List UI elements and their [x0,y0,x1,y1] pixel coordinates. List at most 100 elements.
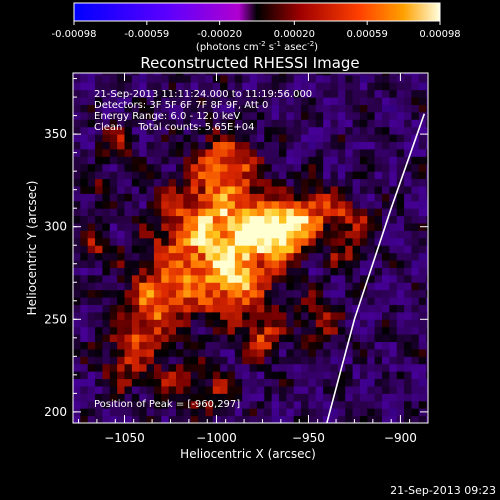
heatmap-cell [73,82,81,91]
heatmap-cell [352,134,361,143]
heatmap-cell [382,267,390,276]
heatmap-cell [87,163,96,172]
heatmap-cell [315,245,324,254]
heatmap-cell [117,274,126,283]
heatmap-cell [279,73,287,76]
heatmap-cell [271,200,280,209]
heatmap-cell [102,178,111,187]
heatmap-cell [234,141,243,150]
heatmap-cell [242,73,251,76]
heatmap-cell [337,171,346,180]
heatmap-cell [330,341,339,350]
heatmap-cell [95,385,103,394]
heatmap-cell [234,326,243,335]
heatmap-cell [396,363,405,372]
heatmap-cell [301,408,309,417]
heatmap-cell [271,319,280,328]
heatmap-cell [198,171,206,180]
heatmap-cell [139,348,148,357]
heatmap-cell [234,215,243,224]
heatmap-cell [95,319,103,328]
heatmap-cell [227,311,236,320]
heatmap-cell [139,73,148,76]
heatmap-cell [404,348,412,357]
heatmap-cell [198,230,206,239]
heatmap-cell [308,378,317,387]
heatmap-cell [234,363,243,372]
heatmap-cell [124,289,133,298]
heatmap-cell [301,297,309,305]
heatmap-cell [418,126,427,135]
heatmap-cell [404,163,412,172]
heatmap-cell [315,178,324,187]
heatmap-cell [301,178,309,187]
heatmap-cell [161,171,170,180]
heatmap-cell [220,215,229,224]
heatmap-cell [220,245,229,254]
heatmap-cell [271,334,280,343]
heatmap-cell [227,185,236,194]
heatmap-cell [315,408,324,417]
heatmap-cell [212,141,221,150]
heatmap-cell [301,319,309,328]
heatmap-cell [323,245,332,254]
heatmap-cell [161,73,170,76]
heatmap-cell [389,104,398,113]
heatmap-cell [352,104,361,113]
heatmap-cell [161,297,170,305]
heatmap-cell [176,385,184,394]
heatmap-cell [323,223,332,231]
heatmap-cell [183,200,192,209]
heatmap-cell [190,148,199,157]
heatmap-cell [124,393,133,402]
heatmap-cell [198,185,206,194]
heatmap-cell [352,230,361,239]
heatmap-cell [109,400,118,409]
heatmap-cell [73,193,81,202]
heatmap-cell [389,193,398,202]
heatmap-cell [301,348,309,357]
heatmap-cell [323,119,332,128]
heatmap-cell [382,408,390,417]
heatmap-cell [404,319,412,328]
heatmap-cell [109,111,118,120]
heatmap-cell [139,326,148,335]
heatmap-cell [345,385,354,394]
heatmap-cell [293,215,302,224]
heatmap-cell [139,319,148,328]
heatmap-cell [264,185,273,194]
heatmap-cell [176,363,184,372]
heatmap-cell [337,163,346,172]
heatmap-cell [234,148,243,157]
heatmap-cell [242,326,251,335]
heatmap-cell [161,119,170,128]
heatmap-cell [359,126,368,135]
heatmap-cell [161,193,170,202]
heatmap-cell [161,163,170,172]
heatmap-cell [198,400,206,409]
heatmap-cell [374,371,383,380]
heatmap-cell [183,304,192,313]
heatmap-cell [337,334,346,343]
heatmap-cell [146,274,155,283]
heatmap-cell [286,74,295,83]
heatmap-cell [183,408,192,417]
heatmap-cell [153,408,162,417]
heatmap-cell [161,97,170,105]
heatmap-cell [190,252,199,261]
heatmap-cell [396,408,405,417]
heatmap-cell [227,73,236,76]
heatmap-cell [146,415,155,423]
heatmap-cell [212,282,221,291]
heatmap-cell [271,208,280,217]
heatmap-cell [198,385,206,394]
heatmap-cell [374,356,383,365]
heatmap-cell [198,304,206,313]
heatmap-cell [389,134,398,143]
heatmap-cell [109,289,118,298]
heatmap-cell [374,97,383,105]
heatmap-cell [168,348,177,357]
heatmap-cell [404,74,412,83]
heatmap-cell [352,415,361,423]
heatmap-cell [389,185,398,194]
